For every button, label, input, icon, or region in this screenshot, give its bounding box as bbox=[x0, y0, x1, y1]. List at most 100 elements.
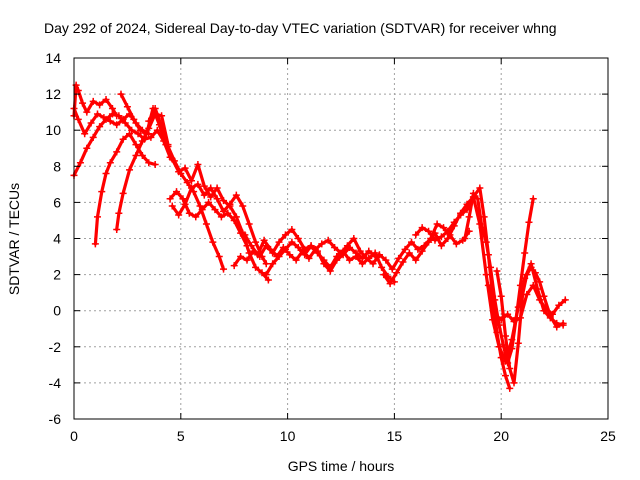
data-point bbox=[506, 384, 514, 392]
data-point bbox=[151, 105, 159, 113]
data-point bbox=[281, 245, 289, 253]
data-point bbox=[356, 247, 364, 255]
data-point bbox=[510, 318, 518, 326]
series-7 bbox=[145, 105, 228, 273]
data-point bbox=[196, 202, 204, 210]
data-point bbox=[89, 133, 97, 141]
data-point bbox=[205, 198, 213, 206]
series-13-trace bbox=[382, 195, 565, 363]
y-tick-label: 4 bbox=[53, 231, 61, 247]
data-point bbox=[173, 188, 181, 196]
data-point bbox=[202, 220, 210, 228]
data-layer bbox=[70, 81, 569, 392]
data-point bbox=[74, 115, 82, 123]
data-point bbox=[523, 271, 531, 279]
data-point bbox=[113, 112, 121, 120]
data-point bbox=[346, 256, 354, 264]
data-point bbox=[527, 263, 535, 271]
data-point bbox=[495, 321, 503, 329]
data-point bbox=[187, 184, 195, 192]
data-point bbox=[254, 251, 262, 259]
data-point bbox=[514, 339, 522, 347]
data-point bbox=[115, 209, 123, 217]
data-point bbox=[252, 238, 260, 246]
data-point bbox=[247, 242, 255, 250]
data-point bbox=[433, 220, 441, 228]
series-12 bbox=[262, 238, 379, 279]
x-tick-label: 20 bbox=[493, 428, 509, 444]
data-point bbox=[369, 260, 377, 268]
data-point bbox=[318, 240, 326, 248]
data-point bbox=[74, 86, 82, 94]
data-point bbox=[352, 249, 360, 257]
data-point bbox=[215, 253, 223, 261]
data-point bbox=[516, 281, 524, 289]
series-17 bbox=[493, 263, 567, 387]
data-point bbox=[414, 245, 422, 253]
data-point bbox=[546, 312, 554, 320]
data-point bbox=[166, 195, 174, 203]
data-point bbox=[200, 182, 208, 190]
data-point bbox=[79, 99, 87, 107]
data-point bbox=[224, 209, 232, 217]
y-tick-label: 12 bbox=[45, 86, 61, 102]
data-point bbox=[452, 240, 460, 248]
data-point bbox=[375, 251, 383, 259]
data-point bbox=[487, 263, 495, 271]
data-point bbox=[220, 207, 228, 215]
data-point bbox=[521, 249, 529, 257]
data-point bbox=[81, 130, 89, 138]
data-point bbox=[106, 159, 114, 167]
data-point bbox=[130, 115, 138, 123]
data-point bbox=[401, 245, 409, 253]
data-point bbox=[346, 244, 354, 252]
data-point bbox=[100, 114, 108, 122]
series-9 bbox=[166, 188, 251, 250]
data-point bbox=[331, 244, 339, 252]
data-point bbox=[123, 103, 131, 111]
data-point bbox=[497, 292, 505, 300]
data-point bbox=[531, 269, 539, 277]
data-point bbox=[93, 110, 101, 118]
data-point bbox=[275, 238, 283, 246]
data-point bbox=[106, 117, 114, 125]
data-point bbox=[126, 130, 134, 138]
data-point bbox=[132, 151, 140, 159]
y-tick-label: 10 bbox=[45, 122, 61, 138]
data-point bbox=[536, 296, 544, 304]
data-point bbox=[440, 224, 448, 232]
data-point bbox=[264, 276, 272, 284]
data-point bbox=[198, 206, 206, 214]
data-point bbox=[194, 180, 202, 188]
data-point bbox=[260, 236, 268, 244]
data-point bbox=[324, 236, 332, 244]
data-point bbox=[119, 135, 127, 143]
y-tick-label: 14 bbox=[45, 50, 61, 66]
data-point bbox=[232, 191, 240, 199]
series-8-trace bbox=[170, 182, 268, 266]
data-point bbox=[506, 364, 514, 372]
data-point bbox=[412, 231, 420, 239]
data-point bbox=[365, 247, 373, 255]
data-point bbox=[164, 142, 172, 150]
data-point bbox=[83, 144, 91, 152]
data-point bbox=[220, 265, 228, 273]
data-point bbox=[121, 119, 129, 127]
data-point bbox=[529, 195, 537, 203]
series-14 bbox=[412, 184, 514, 392]
y-tick-label: 2 bbox=[53, 267, 61, 283]
data-point bbox=[529, 281, 537, 289]
data-point bbox=[87, 119, 95, 127]
data-point bbox=[185, 209, 193, 217]
data-point bbox=[119, 189, 127, 197]
data-point bbox=[393, 269, 401, 277]
data-point bbox=[98, 188, 106, 196]
data-point bbox=[151, 160, 159, 168]
y-tick-label: -6 bbox=[49, 411, 62, 427]
data-point bbox=[262, 271, 270, 279]
data-point bbox=[305, 254, 313, 262]
data-point bbox=[326, 267, 334, 275]
data-point bbox=[239, 202, 247, 210]
data-point bbox=[281, 231, 289, 239]
